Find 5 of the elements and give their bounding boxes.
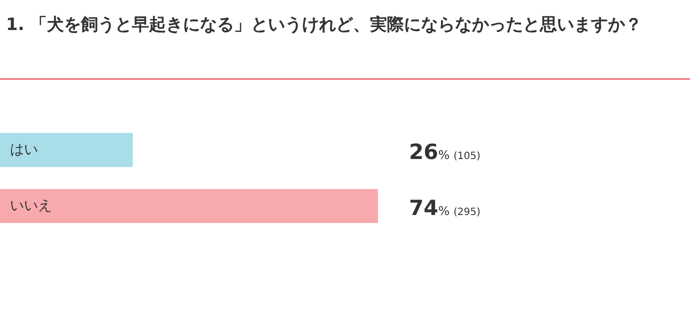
data-label: 74% (295) [409,196,480,220]
y-tick-label: いいえ [10,198,52,214]
y-tick-label: はい [10,142,38,158]
title: 1. 「犬を飼うと早起きになる」というけれど、実際にならなかったと思いますか？ [6,15,642,35]
data-label: 26% (105) [409,140,480,164]
